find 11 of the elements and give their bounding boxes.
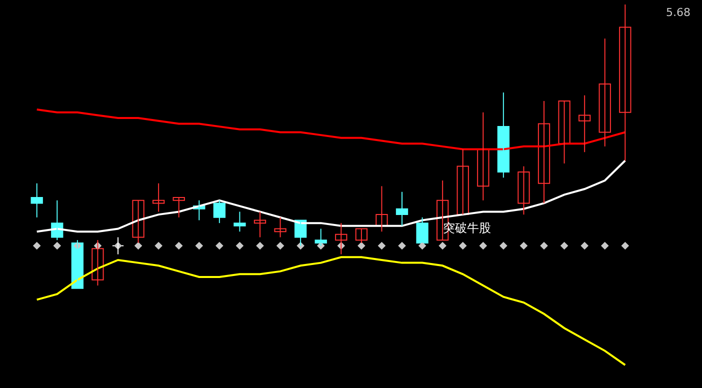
candlestick xyxy=(598,38,611,147)
candlestick xyxy=(518,166,530,216)
text: 5.68 xyxy=(666,6,690,19)
candlestick xyxy=(172,197,185,218)
candlestick xyxy=(213,200,226,224)
candlestick xyxy=(234,211,246,232)
candlestick xyxy=(558,100,570,164)
candlestick xyxy=(254,211,266,238)
candlestick xyxy=(112,236,124,255)
candlestick xyxy=(578,94,591,153)
candlestick xyxy=(619,4,632,162)
